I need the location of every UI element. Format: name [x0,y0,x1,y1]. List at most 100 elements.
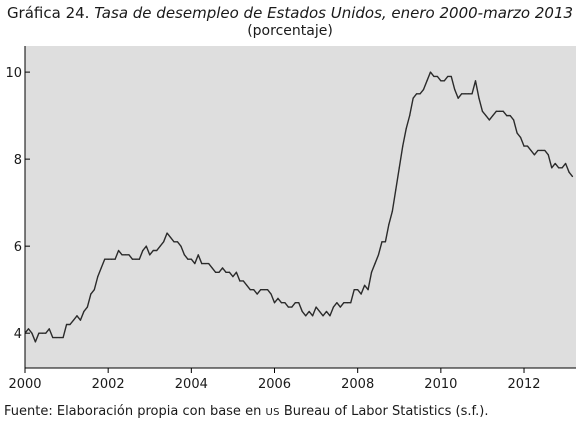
data-point [249,289,251,291]
data-point [447,75,449,78]
data-point [395,188,397,191]
data-point [152,249,154,252]
data-point [183,254,186,256]
data-point [27,328,30,330]
data-point [461,93,463,95]
data-point [142,249,144,252]
data-point [544,149,546,152]
data-point [117,249,120,252]
data-point [450,75,452,78]
data-point [364,284,366,286]
data-point [239,280,241,282]
data-point [540,149,542,152]
data-point [526,145,529,147]
data-point [138,258,140,260]
data-point [124,254,127,256]
data-point [270,293,272,295]
data-point [41,332,43,334]
data-point [350,302,352,304]
y-tick-label: 10 [5,66,22,81]
data-point [298,302,300,304]
data-point [128,254,130,256]
data-point [412,97,414,99]
data-point [242,280,244,282]
data-point [208,262,210,265]
data-point [280,302,283,304]
data-point [114,258,116,260]
data-point [72,319,75,321]
figure-label: Gráfica 24. [6,4,90,22]
data-point [506,115,508,117]
x-tick-label: 2004 [175,377,208,392]
data-point [215,271,217,273]
data-point [83,310,85,313]
data-point [305,315,307,317]
data-point [211,267,213,269]
data-point [55,336,57,339]
data-point [419,93,421,95]
data-point [357,289,359,291]
data-point [273,302,276,304]
data-point [322,315,324,317]
data-point [315,306,317,308]
data-point [332,306,335,308]
data-point [308,310,310,313]
x-tick-label: 2000 [8,377,41,392]
data-point [554,162,556,165]
data-point [467,93,470,95]
data-point [301,310,303,313]
data-point [97,276,99,278]
source-prefix: Fuente: Elaboración propia con base en [4,404,262,419]
data-point [346,302,348,304]
data-point [169,236,172,239]
data-point [343,302,345,304]
x-tick-label: 2006 [258,377,291,392]
data-point [443,80,445,82]
data-point [197,254,199,256]
data-point [69,323,71,326]
data-point [551,167,553,169]
data-point [530,149,532,152]
data-point [405,128,407,130]
data-point [246,284,248,286]
figure-title: Tasa de desempleo de Estados Unidos, ene… [94,4,574,22]
data-point [176,241,179,243]
data-point [194,262,196,265]
data-point [135,258,137,260]
data-point [533,154,536,156]
data-point [204,262,206,265]
data-point [488,119,490,121]
data-point [287,306,289,308]
data-point [478,97,480,99]
data-point [454,88,456,91]
data-points [24,71,574,343]
data-point [34,341,37,343]
data-point [367,289,369,291]
data-point [519,136,522,138]
data-point [65,323,68,326]
data-point [107,258,109,260]
data-point [104,258,106,260]
data-point [433,75,435,78]
chart-title: Gráfica 24. Tasa de desempleo de Estados… [0,4,580,22]
data-point [235,271,237,273]
data-point [31,332,33,334]
data-point [571,175,574,178]
data-point [325,310,328,313]
data-point [398,167,400,169]
data-point [218,271,220,273]
data-point [166,232,168,234]
x-tick-label: 2010 [424,377,457,392]
data-point [163,241,165,243]
data-point [502,110,504,112]
data-point [100,267,102,269]
data-point [509,115,511,117]
data-point [190,258,192,260]
data-point [263,289,265,291]
data-point [90,293,92,295]
data-point [568,171,570,173]
data-point [266,289,269,291]
axes [24,46,576,369]
data-point [426,80,428,82]
